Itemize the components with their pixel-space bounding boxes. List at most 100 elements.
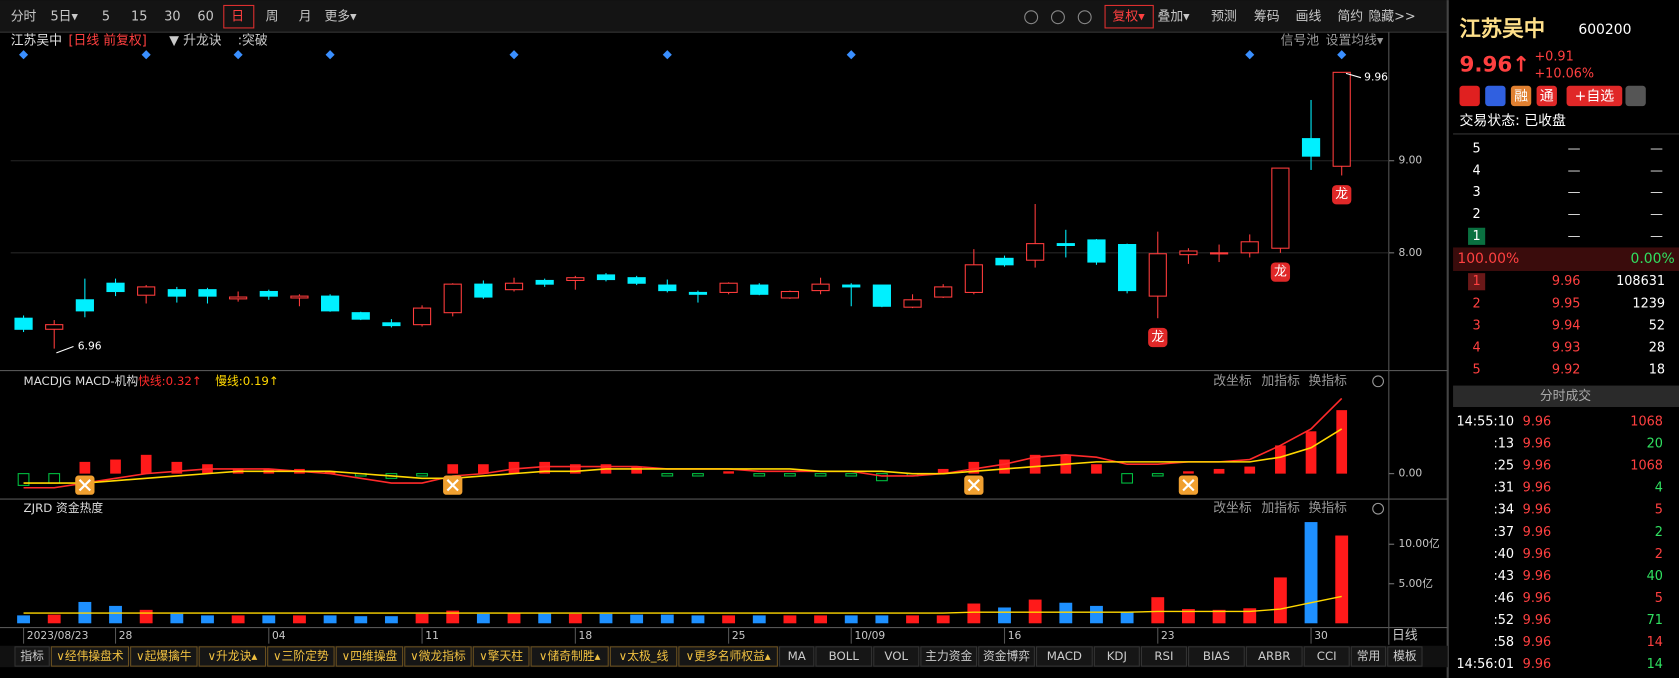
badge-label[interactable]: +自选	[1575, 88, 1615, 104]
panel-button[interactable]: 改坐标	[1213, 374, 1252, 389]
tab[interactable]	[873, 646, 920, 667]
period-button[interactable]: 5日▾	[51, 10, 79, 25]
bid-volume: 18	[1649, 362, 1665, 377]
tab[interactable]	[978, 646, 1035, 667]
signal-pool[interactable]: 信号池	[1281, 33, 1320, 48]
panel-button[interactable]: 换指标	[1309, 501, 1348, 516]
panel-button[interactable]: 换指标	[1309, 374, 1348, 389]
badge-label[interactable]: 融	[1514, 88, 1528, 104]
tab[interactable]	[1387, 646, 1423, 667]
tab-label[interactable]: BOLL	[829, 649, 860, 663]
bid-level: 2	[1473, 296, 1481, 311]
heat-bar	[752, 615, 766, 624]
zoom-in-icon[interactable]	[1050, 10, 1065, 25]
zoom-out-icon[interactable]	[1077, 10, 1092, 25]
tab[interactable]	[609, 646, 678, 667]
tab[interactable]	[50, 646, 130, 667]
ask-volume: —	[1650, 185, 1663, 200]
tab[interactable]	[779, 646, 815, 667]
tab[interactable]	[404, 646, 472, 667]
tab-label[interactable]: BIAS	[1203, 649, 1230, 663]
close-icon[interactable]	[1372, 502, 1384, 515]
tab-label[interactable]: 常用	[1357, 649, 1381, 663]
tab[interactable]	[1188, 646, 1245, 667]
tab[interactable]	[198, 646, 267, 667]
macd-bar	[937, 468, 949, 474]
trade-price: 9.96	[1523, 525, 1552, 540]
tab-label[interactable]: RSI	[1154, 649, 1173, 663]
badge[interactable]	[1566, 85, 1623, 107]
bell-icon[interactable]	[1625, 85, 1646, 107]
panel-button[interactable]: 加指标	[1261, 501, 1300, 516]
ma-setting[interactable]: 设置均线▾	[1326, 33, 1384, 48]
period-button[interactable]: 5	[102, 10, 110, 25]
tab-label[interactable]: ∨起爆擒牛	[136, 649, 192, 663]
tab-label[interactable]: ∨更多名师权益▴	[686, 649, 771, 663]
tab-label[interactable]: ARBR	[1258, 649, 1290, 663]
undo-icon[interactable]	[1024, 10, 1039, 25]
tab-label[interactable]: CCI	[1317, 649, 1337, 663]
tab-label[interactable]: ∨升龙诀▴	[207, 649, 257, 663]
tab[interactable]	[267, 646, 335, 667]
tab[interactable]	[1140, 646, 1187, 667]
tab[interactable]	[815, 646, 873, 667]
tab[interactable]	[1093, 646, 1140, 667]
tab-label[interactable]: ∨经伟操盘术	[56, 649, 124, 663]
tool-button[interactable]: 预测	[1211, 10, 1237, 25]
heat-bar	[1028, 599, 1042, 624]
candle-body	[443, 283, 462, 314]
tab[interactable]	[1350, 646, 1387, 667]
tool-button[interactable]: 简约	[1337, 10, 1363, 25]
period-button[interactable]: 日	[231, 10, 244, 25]
panel-button[interactable]: 改坐标	[1213, 501, 1252, 516]
tab-label[interactable]: VOL	[884, 649, 908, 663]
tab-label[interactable]: KDJ	[1107, 649, 1127, 663]
tab-label[interactable]: 指标	[20, 649, 44, 663]
tab-label[interactable]: ∨太极_线	[619, 649, 669, 663]
tab-label[interactable]: 资金博弈	[983, 649, 1030, 663]
tab-label[interactable]: ∨四维操盘	[342, 649, 398, 663]
max-arrow	[1345, 72, 1362, 79]
tab-label[interactable]: ∨微龙指标	[410, 649, 466, 663]
tab-label[interactable]: 模板	[1393, 649, 1417, 663]
period-button[interactable]: 15	[131, 10, 147, 25]
period-button[interactable]: 月	[299, 10, 312, 25]
badge[interactable]	[1510, 85, 1532, 107]
flag-icon	[1459, 85, 1480, 107]
period-button[interactable]: 分时	[11, 10, 37, 25]
tool-button[interactable]: 复权▾	[1113, 9, 1146, 25]
tab[interactable]	[1245, 646, 1303, 667]
tab-label[interactable]: MA	[788, 649, 806, 663]
period-button[interactable]: 更多▾	[324, 10, 357, 25]
tab[interactable]	[130, 646, 198, 667]
tab-label[interactable]: ∨三阶定势	[273, 649, 329, 663]
trade-status: 交易状态: 已收盘	[1459, 112, 1566, 129]
tab[interactable]	[335, 646, 404, 667]
tab-label[interactable]: ∨擎天柱	[479, 649, 523, 663]
tab[interactable]	[472, 646, 530, 667]
period-button[interactable]: 周	[266, 10, 279, 25]
tab-label[interactable]: 主力资金	[925, 649, 972, 663]
close-icon[interactable]	[1372, 375, 1384, 388]
tool-button[interactable]: 画线	[1296, 10, 1322, 25]
tab[interactable]	[1035, 646, 1093, 667]
macd-bar	[569, 464, 581, 474]
tab[interactable]	[678, 646, 778, 667]
period-button[interactable]: 30	[164, 10, 180, 25]
tab[interactable]	[920, 646, 978, 667]
tool-button[interactable]: 筹码	[1254, 9, 1280, 25]
tab-label[interactable]: ∨储奇制胜▴	[539, 649, 601, 663]
tab[interactable]	[530, 646, 609, 667]
tool-button[interactable]: 隐藏>>	[1368, 10, 1415, 25]
indicator-label[interactable]: ▼ 升龙诀	[169, 33, 222, 48]
tab[interactable]	[1303, 646, 1350, 667]
tool-button[interactable]: 叠加▾	[1158, 10, 1191, 25]
tab-label[interactable]: MACD	[1047, 649, 1082, 663]
badge[interactable]	[1536, 85, 1557, 107]
tab[interactable]	[14, 646, 50, 667]
ask-volume: —	[1650, 141, 1663, 156]
bid-price: 9.95	[1552, 296, 1581, 311]
panel-button[interactable]: 加指标	[1261, 374, 1300, 389]
period-button[interactable]: 60	[197, 10, 213, 25]
badge-label[interactable]: 通	[1540, 88, 1554, 104]
